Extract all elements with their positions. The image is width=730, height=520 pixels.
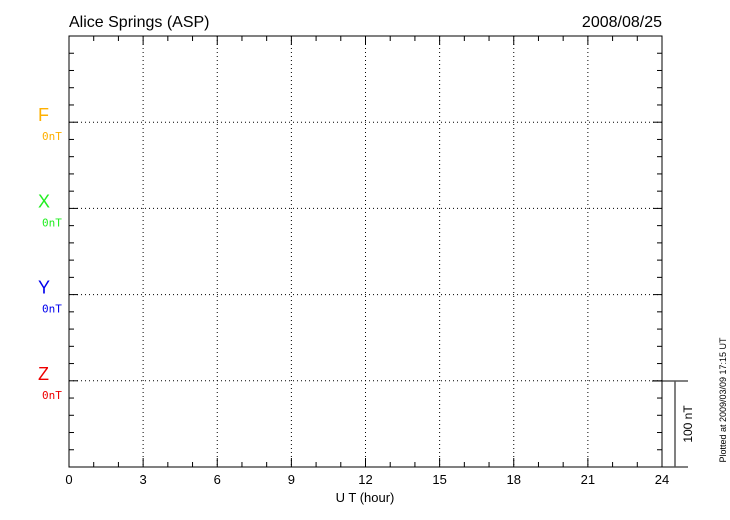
baseline-value-label: 0nT bbox=[42, 130, 62, 143]
x-tick-label: 18 bbox=[507, 472, 521, 487]
x-tick-label: 24 bbox=[655, 472, 669, 487]
scale-bar-label: 100 nT bbox=[681, 405, 695, 443]
x-tick-label: 12 bbox=[358, 472, 372, 487]
x-tick-label: 21 bbox=[581, 472, 595, 487]
x-tick-label: 15 bbox=[432, 472, 446, 487]
x-axis-label: U T (hour) bbox=[336, 490, 395, 505]
plotted-footer: Plotted at 2009/03/09 17:15 UT bbox=[718, 337, 728, 463]
x-tick-label: 6 bbox=[214, 472, 221, 487]
axis-ticks bbox=[68, 35, 663, 468]
chart-title: Alice Springs (ASP) bbox=[69, 14, 210, 31]
scale-bar bbox=[652, 380, 688, 468]
x-tick-label: 0 bbox=[65, 472, 72, 487]
grid bbox=[69, 36, 662, 467]
x-tick-label: 3 bbox=[140, 472, 147, 487]
baseline-value-label: 0nT bbox=[42, 303, 62, 316]
series-label-x: X bbox=[38, 191, 50, 211]
baseline-value-label: 0nT bbox=[42, 389, 62, 402]
chart-date: 2008/08/25 bbox=[582, 14, 662, 31]
series-label-f: F bbox=[38, 105, 49, 125]
baseline-value-label: 0nT bbox=[42, 216, 62, 229]
x-tick-label: 9 bbox=[288, 472, 295, 487]
series-label-y: Y bbox=[38, 278, 50, 298]
series-label-z: Z bbox=[38, 364, 49, 384]
